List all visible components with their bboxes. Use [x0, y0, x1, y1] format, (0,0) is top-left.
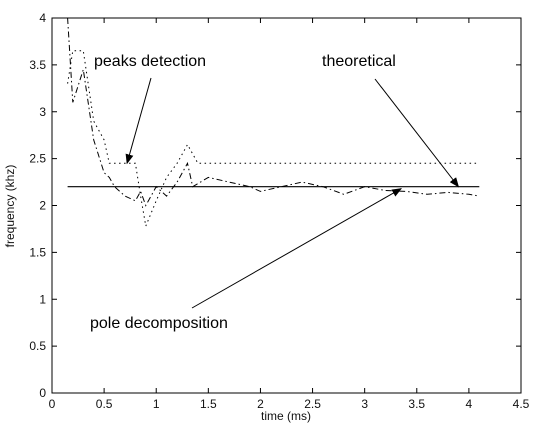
y-tick-label: 0.5: [29, 339, 46, 353]
y-tick-label: 4: [39, 11, 46, 25]
x-tick-label: 1.5: [200, 397, 217, 411]
x-tick-label: 3.5: [408, 397, 425, 411]
annotation-peaks-detection: peaks detection: [94, 53, 206, 165]
x-tick-label: 4: [466, 397, 473, 411]
y-tick-label: 1.5: [29, 245, 46, 259]
x-tick-label: 0.5: [96, 397, 113, 411]
x-tick-label: 4.5: [513, 397, 530, 411]
y-axis-ticks: 0 0.5 1 1.5 2 2.5 3 3.5 4: [29, 11, 521, 400]
y-tick-label: 2.5: [29, 152, 46, 166]
x-tick-label: 2.5: [304, 397, 321, 411]
annotation-label: pole decomposition: [90, 315, 228, 332]
y-axis-label: frequency (khz): [3, 165, 17, 248]
plot-area: [51, 17, 522, 394]
y-tick-label: 0: [39, 386, 46, 400]
x-tick-label: 0: [49, 397, 56, 411]
y-tick-label: 3: [39, 105, 46, 119]
annotation-arrow: [374, 78, 460, 188]
series-line-dotted: [67, 50, 480, 228]
y-tick-label: 1: [39, 292, 46, 306]
x-axis-label: time (ms): [261, 409, 311, 423]
x-tick-label: 2: [257, 397, 264, 411]
series-line-dash-dot: [67, 17, 480, 207]
annotation-arrow: [125, 77, 152, 165]
y-tick-label: 3.5: [29, 58, 46, 72]
annotation-label: theoretical: [322, 53, 396, 70]
annotation-label: peaks detection: [94, 53, 206, 70]
annotation-arrow: [191, 188, 403, 309]
x-axis-ticks: 0 0.5 1 1.5 2 2.5 3 3.5 4 4.5: [49, 18, 530, 411]
x-tick-label: 3: [361, 397, 368, 411]
x-tick-label: 1: [153, 397, 160, 411]
annotation-pole-decomposition: pole decomposition: [90, 188, 403, 332]
series-layer: [67, 17, 480, 228]
annotation-theoretical: theoretical: [322, 53, 460, 188]
y-tick-label: 2: [39, 199, 46, 213]
